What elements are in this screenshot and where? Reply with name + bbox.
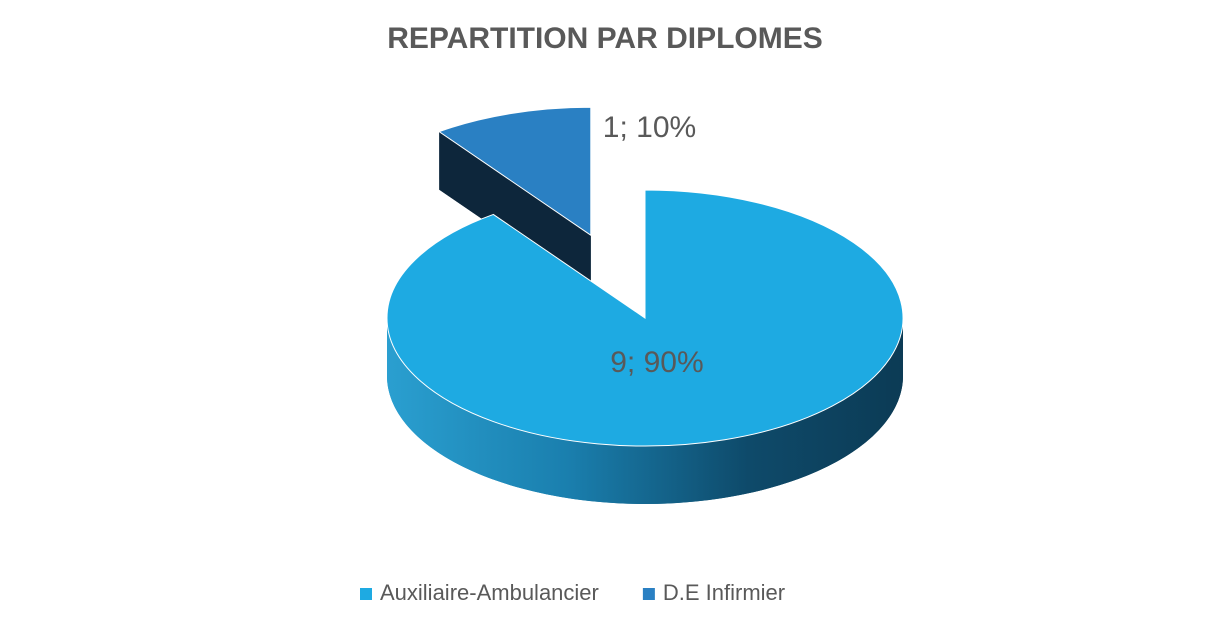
slice-side: [439, 131, 591, 294]
chart-title: REPARTITION PAR DIPLOMES: [387, 22, 823, 55]
value-label: 1; 10%: [603, 111, 696, 144]
slice: [438, 106, 592, 237]
legend-swatch: [642, 588, 655, 600]
legend-swatch: [360, 588, 372, 600]
legend-label: D.E Infirmier: [663, 580, 785, 605]
value-label: 9; 90%: [610, 346, 703, 379]
legend-label: Auxiliaire-Ambulancier: [380, 580, 599, 605]
slice: [386, 189, 904, 447]
slice-side: [387, 318, 903, 504]
